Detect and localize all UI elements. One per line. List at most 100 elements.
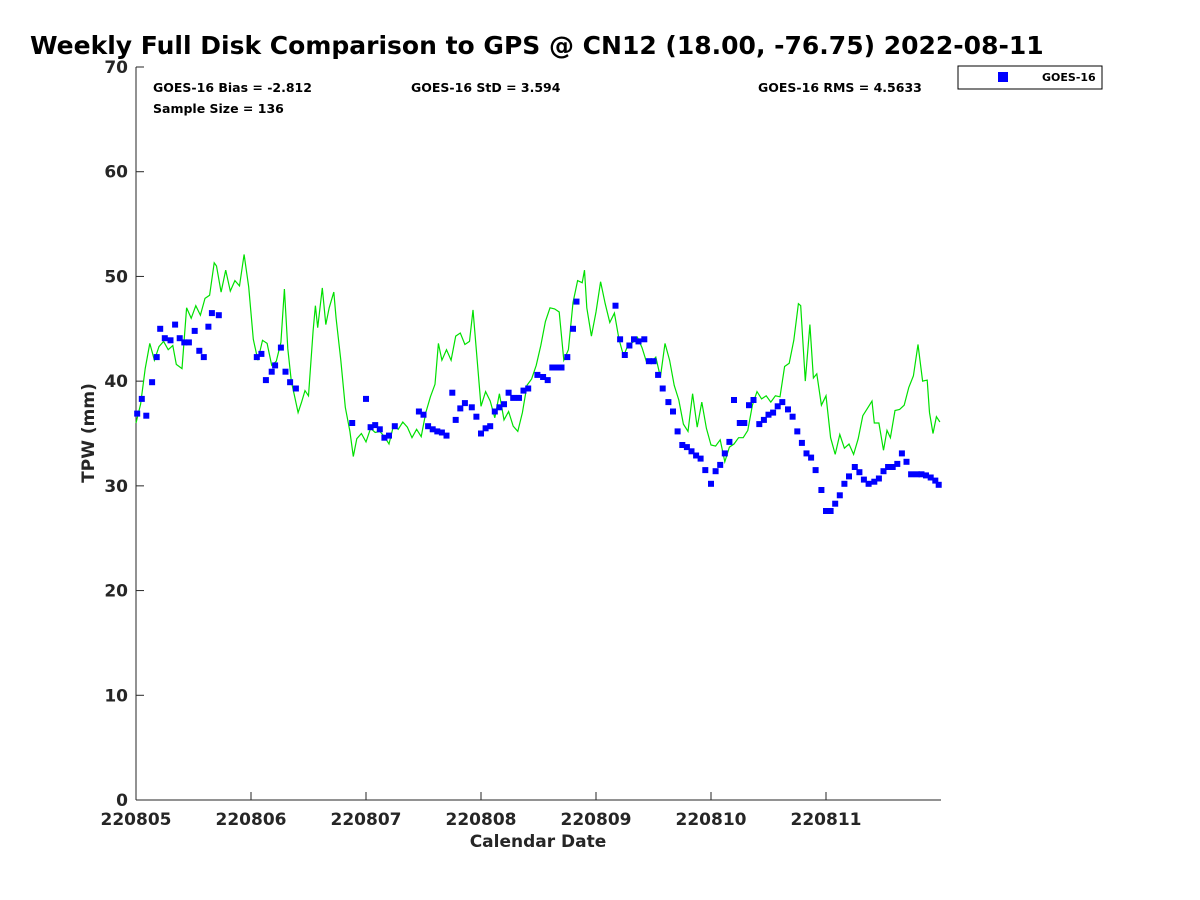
goes16-point (191, 327, 198, 334)
goes16-point (549, 364, 556, 371)
gps-line (135, 254, 941, 465)
goes16-point (452, 416, 459, 423)
goes16-point (736, 420, 743, 426)
goes16-point (253, 354, 260, 361)
goes16-point (683, 444, 690, 451)
goes16-point (349, 420, 356, 426)
y-tick-label: 50 (104, 267, 128, 287)
goes16-point (134, 410, 141, 417)
goes16-point (510, 394, 517, 401)
goes16-point (215, 312, 222, 319)
x-tick-label: 220808 (446, 810, 517, 830)
legend-label-goes16: GOES-16 (1042, 71, 1096, 84)
y-tick-label: 70 (104, 58, 128, 78)
goes16-point (482, 425, 489, 432)
goes16-point (612, 302, 619, 309)
goes16-point (386, 432, 392, 439)
x-tick-label: 220806 (216, 810, 287, 830)
goes16-point (794, 428, 801, 435)
goes16-point (923, 472, 929, 479)
goes16-point (756, 421, 763, 428)
y-tick-label: 10 (104, 686, 128, 706)
goes16-point (461, 400, 468, 407)
goes16-point (287, 379, 294, 386)
goes16-point (425, 423, 432, 430)
goes16-point (167, 337, 174, 344)
goes16-point (617, 336, 624, 343)
goes16-point (932, 477, 939, 484)
chart-title: Weekly Full Disk Comparison to GPS @ CN1… (30, 31, 1044, 60)
goes16-point (138, 395, 145, 402)
goes16-point (200, 354, 207, 361)
goes16-point (818, 487, 825, 493)
goes16-point (429, 426, 436, 433)
goes16-point (641, 336, 648, 343)
goes16-point (741, 420, 748, 426)
goes16-point (196, 347, 203, 354)
goes16-point (903, 458, 910, 465)
stat-rms: GOES-16 RMS = 4.5633 (758, 80, 922, 95)
x-tick-label: 220809 (561, 810, 632, 830)
x-axis-label: Calendar Date (470, 832, 607, 852)
goes16-point (865, 480, 872, 487)
goes16-point (185, 339, 192, 346)
goes16-point (205, 323, 212, 330)
goes16-point (721, 450, 728, 457)
plot-area: 0 10 20 30 40 50 60 70 220805 220806 220807 220808 2… (101, 58, 942, 830)
goes16-point (268, 368, 275, 375)
legend-marker-goes16 (998, 72, 1008, 82)
goes16-point (553, 364, 560, 371)
x-tick-label: 220811 (791, 810, 862, 830)
goes16-point (836, 492, 843, 499)
goes16-point (457, 405, 464, 412)
goes16-point (908, 471, 915, 478)
x-tick-label: 220805 (101, 810, 172, 830)
goes16-point (789, 413, 796, 420)
goes16-point (808, 454, 815, 461)
goes16-point (534, 371, 541, 378)
goes16-point (823, 508, 829, 514)
goes16-point (731, 397, 737, 403)
y-axis-label: TPW (mm) (79, 383, 99, 483)
goes16-point (363, 395, 369, 402)
goes16-point (501, 401, 507, 408)
goes16-point (688, 448, 695, 455)
goes16-point (717, 461, 724, 468)
goes16-point (149, 379, 156, 386)
goes16-point (626, 342, 633, 349)
x-tick-label: 220810 (676, 810, 747, 830)
goes16-point (282, 368, 289, 375)
y-tick-label: 30 (104, 477, 128, 497)
goes16-point (702, 467, 709, 474)
stat-sample-size: Sample Size = 136 (153, 101, 284, 116)
goes16-point (785, 406, 791, 413)
goes16-point (415, 408, 422, 415)
goes16-point (670, 408, 676, 415)
goes16-point (544, 377, 551, 384)
goes16-point (381, 434, 388, 441)
goes16-point (157, 325, 164, 332)
stat-bias: GOES-16 Bias = -2.812 (153, 80, 312, 95)
goes16-point (372, 422, 379, 429)
goes16-point (525, 385, 532, 392)
goes16-point (258, 350, 265, 357)
goes16-point (846, 473, 852, 480)
goes16-point (898, 450, 905, 457)
legend: GOES-16 (957, 65, 1103, 90)
goes16-point (172, 321, 179, 328)
goes16-point (851, 464, 858, 470)
goes16-point (650, 358, 657, 365)
y-tick-label: 40 (104, 372, 128, 392)
goes16-point (153, 354, 160, 361)
goes16-point (645, 358, 652, 365)
goes16-point (760, 416, 767, 423)
goes16-point (875, 475, 882, 482)
goes16-point (367, 424, 374, 431)
goes16-point (434, 428, 441, 435)
goes16-point (918, 471, 925, 478)
goes16-point (520, 387, 527, 394)
goes16-point (774, 403, 781, 410)
legend-box (957, 65, 1103, 90)
y-tick-label: 0 (116, 791, 128, 811)
